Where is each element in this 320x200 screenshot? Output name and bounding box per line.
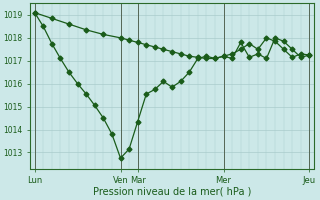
X-axis label: Pression niveau de la mer( hPa ): Pression niveau de la mer( hPa ) — [93, 187, 251, 197]
